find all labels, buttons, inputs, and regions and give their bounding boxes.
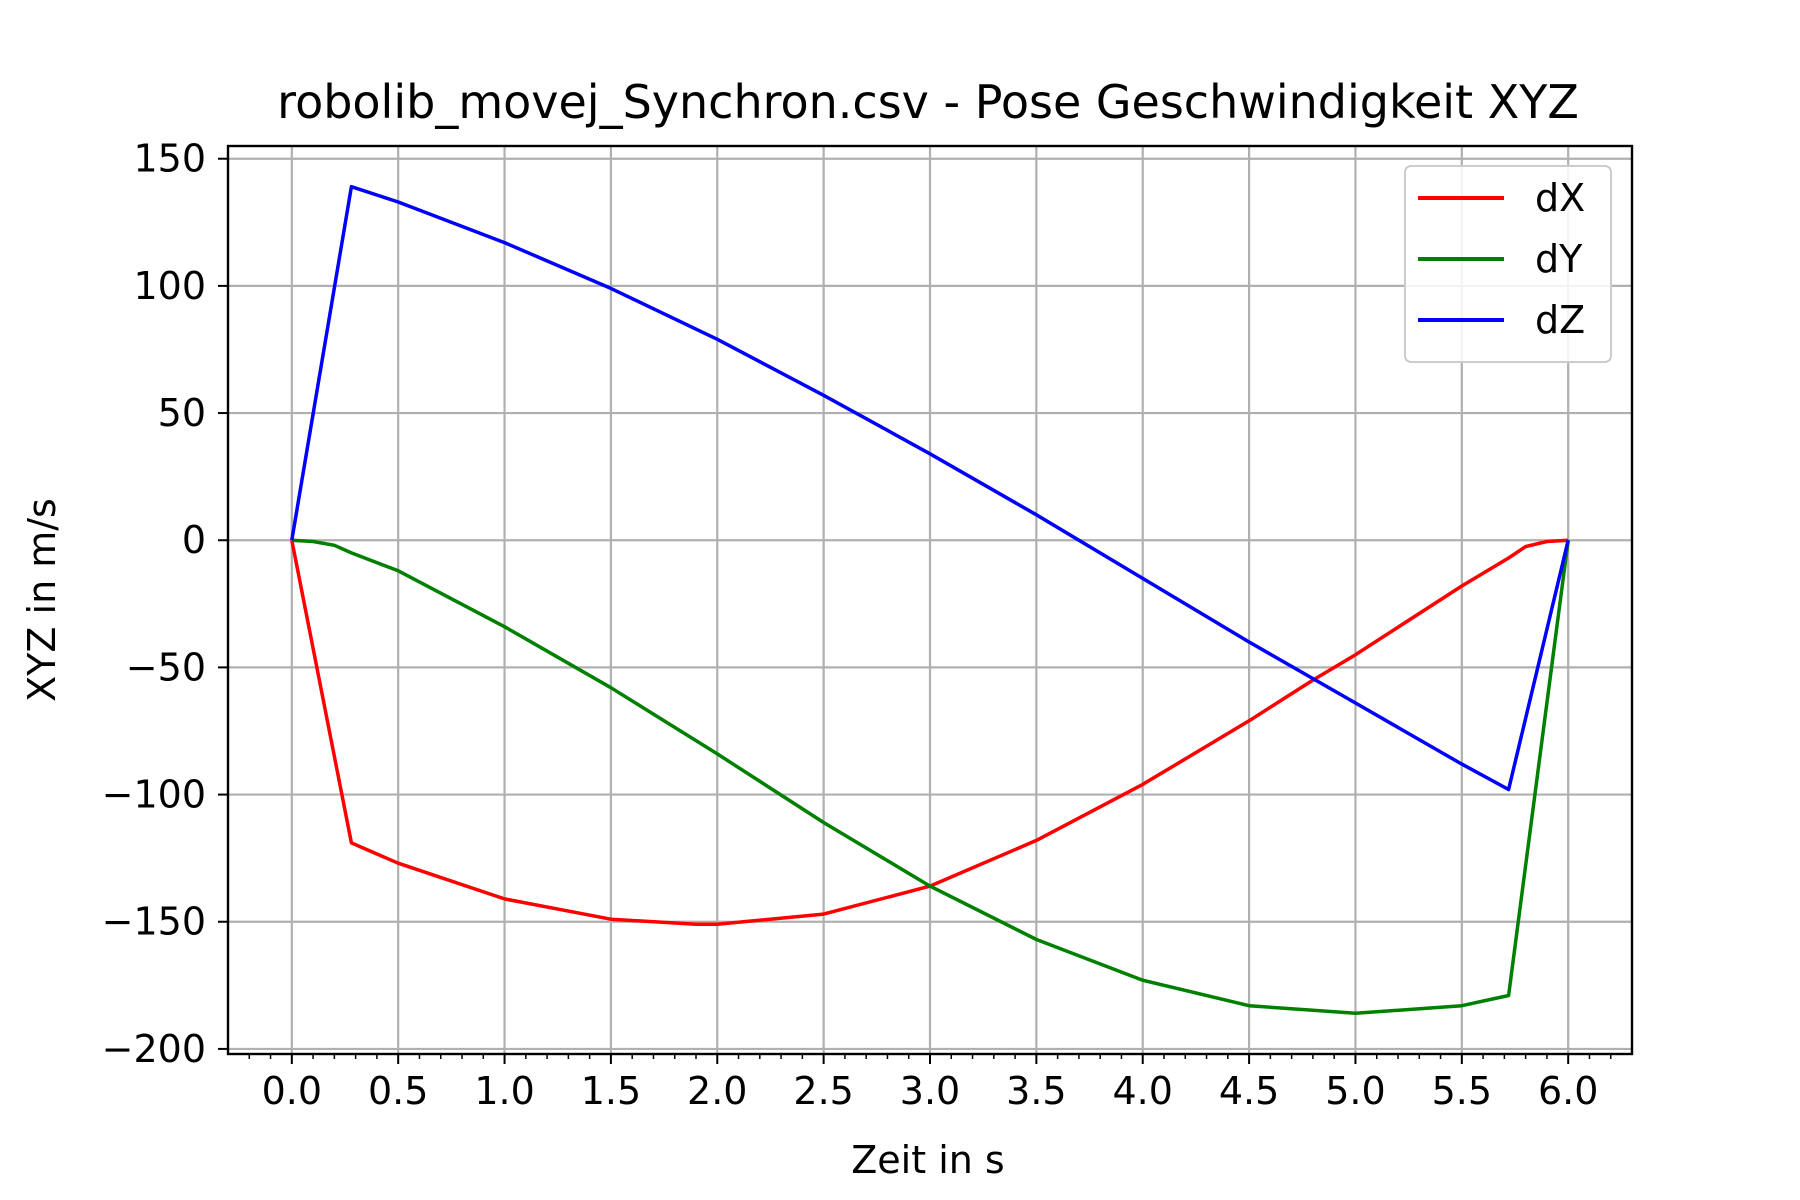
series-line-dx (290, 538, 1569, 927)
y-tick-label: 150 (133, 137, 206, 181)
x-tick-label: 2.0 (687, 1069, 747, 1113)
y-tick-label: −150 (102, 900, 206, 944)
x-tick-label: 5.0 (1325, 1069, 1385, 1113)
legend-label-dx: dX (1535, 176, 1585, 220)
x-tick-label: 3.0 (900, 1069, 960, 1113)
y-tick-label: 50 (158, 391, 206, 435)
legend-label-dy: dY (1535, 237, 1583, 281)
x-tick-label: 6.0 (1538, 1069, 1598, 1113)
legend-label-dz: dZ (1535, 298, 1585, 342)
chart-title: robolib_movej_Synchron.csv - Pose Geschw… (277, 75, 1579, 129)
x-axis: 0.0 0.5 1.0 1.5 2.0 2.5 3.0 3.5 4.0 4.5 5.0 5.5 6.0 (248, 1054, 1612, 1113)
y-tick-label: −50 (126, 645, 206, 689)
y-axis-title: XYZ in m/s (20, 498, 64, 702)
series-lines (290, 184, 1570, 1016)
y-tick-label: −200 (102, 1027, 206, 1071)
series-line-dz (290, 184, 1570, 792)
x-tick-label: 3.5 (1006, 1069, 1066, 1113)
x-tick-label: 5.5 (1432, 1069, 1492, 1113)
x-tick-label: 4.5 (1219, 1069, 1279, 1113)
x-tick-label: 0.5 (368, 1069, 428, 1113)
x-tick-label: 4.0 (1113, 1069, 1173, 1113)
legend-box (1404, 165, 1612, 363)
x-tick-label: 2.5 (793, 1069, 853, 1113)
x-tick-label: 1.0 (474, 1069, 534, 1113)
y-tick-label: 0 (182, 518, 206, 562)
y-tick-label: 100 (133, 264, 206, 308)
x-axis-title: Zeit in s (851, 1138, 1004, 1182)
x-tick-label: 0.0 (262, 1069, 322, 1113)
x-tick-label: 1.5 (581, 1069, 641, 1113)
legend: dX dY dZ (1404, 165, 1612, 363)
y-axis: 150 100 50 0 −50 −100 −150 −200 (102, 137, 228, 1071)
series-line-dy (291, 538, 1570, 1016)
y-tick-label: −100 (102, 773, 206, 817)
